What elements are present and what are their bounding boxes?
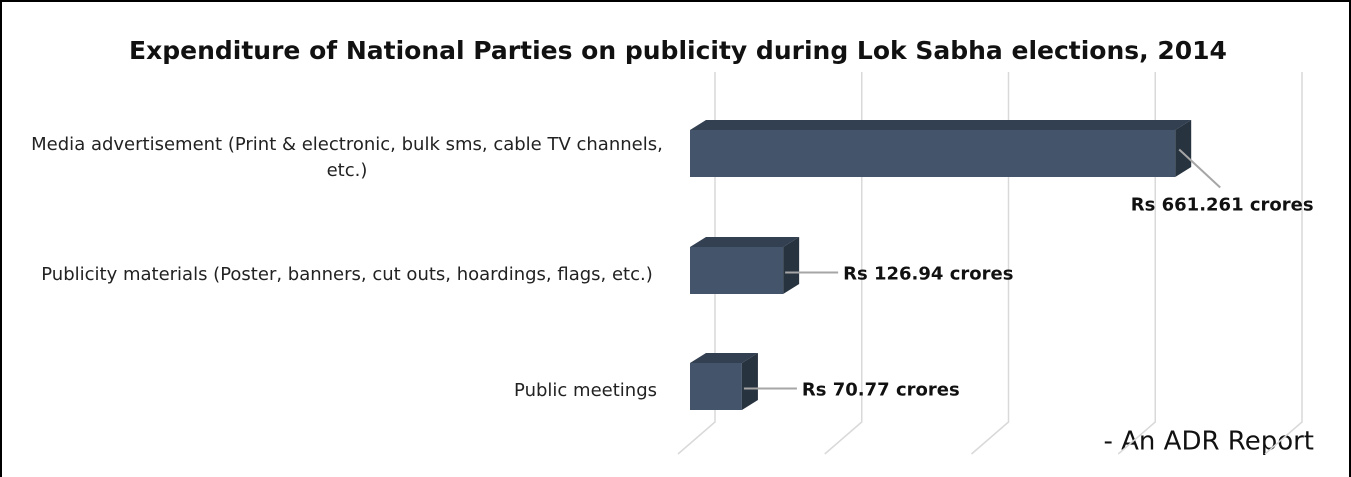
bar bbox=[690, 130, 1176, 177]
bar-side bbox=[783, 237, 800, 294]
bar-side bbox=[741, 353, 758, 410]
category-label: Media advertisement (Print & electronic,… bbox=[31, 133, 663, 181]
grid-line bbox=[1264, 72, 1303, 455]
annotation: - An ADR Report bbox=[1103, 427, 1314, 457]
bar-side bbox=[1175, 120, 1192, 177]
grid-line bbox=[824, 72, 863, 455]
bar bbox=[690, 363, 742, 410]
chart-title: Expenditure of National Parties on publi… bbox=[129, 36, 1227, 65]
bar-top bbox=[690, 120, 1192, 130]
value-label: Rs 70.77 crores bbox=[802, 380, 960, 401]
grid-line bbox=[971, 72, 1010, 455]
bar-top bbox=[690, 237, 800, 247]
category-label: Publicity materials (Poster, banners, cu… bbox=[41, 263, 653, 285]
value-label: Rs 661.261 crores bbox=[1131, 195, 1314, 216]
value-label: Rs 126.94 crores bbox=[843, 264, 1013, 285]
grid-line bbox=[1117, 72, 1156, 455]
leader-line bbox=[1178, 148, 1221, 189]
bar bbox=[690, 247, 784, 294]
category-label: Public meetings bbox=[514, 379, 657, 401]
bar-top bbox=[690, 353, 758, 363]
grid-line bbox=[677, 72, 716, 455]
